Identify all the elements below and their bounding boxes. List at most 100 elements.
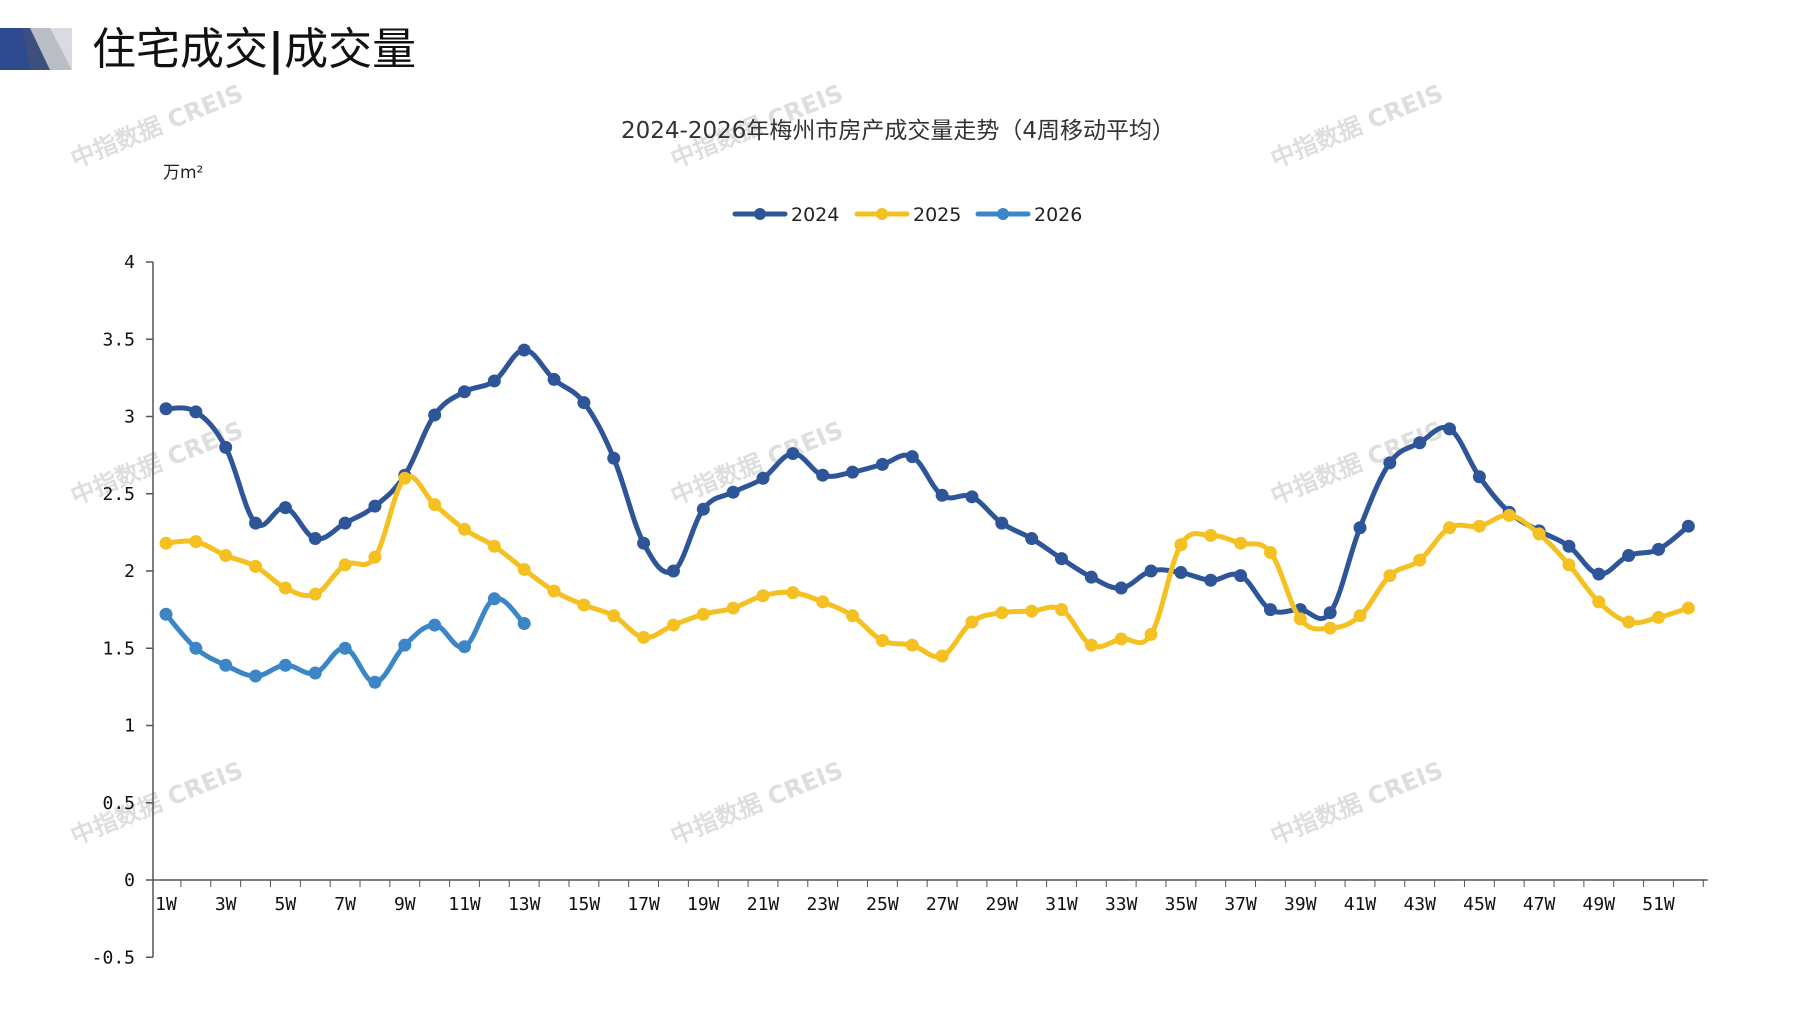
data-point-2026-w5 — [278, 658, 292, 672]
data-point-2024-w5 — [278, 501, 292, 515]
data-point-2024-w49 — [1592, 567, 1606, 581]
data-point-2024-w37 — [1234, 569, 1248, 583]
data-point-2025-w9 — [398, 471, 412, 485]
data-point-2024-w31 — [1055, 552, 1068, 566]
data-point-2025-w43 — [1413, 553, 1427, 567]
data-point-2025-w33 — [1114, 632, 1128, 646]
y-tick-label: 0 — [124, 870, 135, 891]
x-tick-label: 11W — [448, 894, 481, 915]
y-tick-label: 4 — [124, 252, 135, 273]
y-axis-unit: 万m² — [163, 163, 203, 183]
x-tick-label: 5W — [275, 894, 297, 915]
data-point-2025-w6 — [308, 587, 322, 601]
data-point-2024-w33 — [1114, 581, 1128, 595]
legend-marker — [997, 208, 1009, 220]
data-point-2024-w20 — [726, 485, 740, 499]
data-point-2024-w51 — [1652, 542, 1665, 556]
data-point-2025-w30 — [1025, 604, 1039, 618]
legend-item-2025: 2025 — [854, 204, 961, 226]
data-point-2025-w32 — [1084, 638, 1098, 652]
data-point-2025-w22 — [786, 586, 800, 600]
data-point-2026-w11 — [458, 640, 471, 654]
y-tick-label: 1.5 — [102, 638, 135, 659]
data-point-2025-w38 — [1263, 545, 1277, 559]
x-tick-label: 3W — [215, 894, 237, 915]
data-point-2024-w36 — [1204, 573, 1218, 587]
watermark-7: 中指数据 CREIS — [67, 756, 247, 851]
data-point-2025-w41 — [1353, 609, 1367, 623]
data-point-2025-w39 — [1293, 612, 1307, 626]
data-point-2025-w49 — [1592, 595, 1606, 609]
x-tick-label: 43W — [1403, 894, 1436, 915]
data-point-2025-w52 — [1681, 601, 1695, 615]
x-tick-label: 15W — [568, 894, 601, 915]
data-point-2024-w4 — [249, 516, 263, 530]
data-point-2024-w45 — [1472, 470, 1486, 484]
data-point-2024-w26 — [905, 450, 919, 464]
data-point-2025-w24 — [846, 609, 860, 623]
watermark-9: 中指数据 CREIS — [1267, 756, 1447, 851]
x-tick-label: 17W — [627, 894, 660, 915]
data-point-2024-w24 — [846, 465, 860, 479]
data-point-2024-w19 — [696, 502, 710, 516]
watermark-8: 中指数据 CREIS — [667, 756, 847, 851]
data-point-2025-w36 — [1204, 528, 1218, 542]
data-point-2025-w46 — [1502, 508, 1516, 522]
x-tick-label: 13W — [508, 894, 541, 915]
legend-label: 2026 — [1034, 204, 1082, 226]
data-point-2025-w18 — [666, 618, 680, 632]
data-point-2024-w38 — [1263, 603, 1277, 617]
data-point-2024-w18 — [666, 564, 680, 578]
data-point-2025-w19 — [696, 607, 710, 621]
y-tick-label: 2 — [124, 561, 135, 582]
data-point-2025-w26 — [905, 638, 919, 652]
data-point-2025-w27 — [935, 649, 949, 663]
data-point-2025-w48 — [1562, 558, 1576, 572]
data-point-2025-w40 — [1323, 621, 1337, 635]
data-point-2025-w14 — [547, 584, 561, 598]
data-point-2024-w16 — [607, 451, 621, 465]
data-point-2025-w29 — [995, 606, 1009, 620]
data-point-2025-w47 — [1532, 527, 1546, 541]
x-tick-label: 39W — [1284, 894, 1317, 915]
data-point-2024-w13 — [517, 343, 531, 357]
y-tick-label: 2.5 — [102, 484, 135, 505]
data-point-2026-w1 — [159, 607, 173, 621]
data-point-2025-w11 — [458, 522, 471, 536]
x-tick-label: 41W — [1344, 894, 1377, 915]
y-tick-label: 3 — [124, 407, 135, 428]
series-2024 — [159, 343, 1695, 622]
data-point-2025-w10 — [428, 498, 442, 512]
data-point-2024-w8 — [368, 499, 382, 513]
data-point-2025-w13 — [517, 562, 531, 576]
watermark-5: 中指数据 CREIS — [667, 416, 847, 511]
series-2026 — [159, 592, 531, 689]
data-point-2024-w22 — [786, 447, 800, 461]
watermark-4: 中指数据 CREIS — [67, 416, 247, 511]
data-point-2024-w1 — [159, 402, 173, 416]
data-point-2025-w50 — [1622, 615, 1636, 629]
data-point-2025-w31 — [1055, 603, 1068, 617]
y-tick-label: 0.5 — [102, 793, 135, 814]
data-point-2026-w12 — [487, 592, 501, 606]
data-point-2026-w2 — [189, 641, 203, 655]
data-point-2024-w48 — [1562, 539, 1576, 553]
x-tick-label: 23W — [806, 894, 839, 915]
legend-label: 2025 — [913, 204, 961, 226]
data-point-2025-w21 — [756, 589, 770, 603]
data-point-2024-w17 — [637, 536, 651, 550]
y-tick-label: -0.5 — [92, 947, 135, 968]
data-point-2024-w6 — [308, 532, 322, 546]
data-point-2024-w10 — [428, 408, 442, 422]
watermark-1: 中指数据 CREIS — [67, 79, 247, 174]
data-point-2025-w16 — [607, 609, 621, 623]
data-point-2024-w43 — [1413, 436, 1427, 450]
watermark-group: 中指数据 CREIS 中指数据 CREIS 中指数据 CREIS 中指数据 CREIS… — [67, 79, 1447, 851]
y-tick-label: 3.5 — [102, 329, 135, 350]
data-point-2024-w40 — [1323, 606, 1337, 620]
data-point-2024-w3 — [219, 440, 233, 454]
series-2025 — [159, 471, 1695, 663]
data-point-2025-w2 — [189, 535, 203, 549]
data-point-2025-w35 — [1174, 538, 1188, 552]
